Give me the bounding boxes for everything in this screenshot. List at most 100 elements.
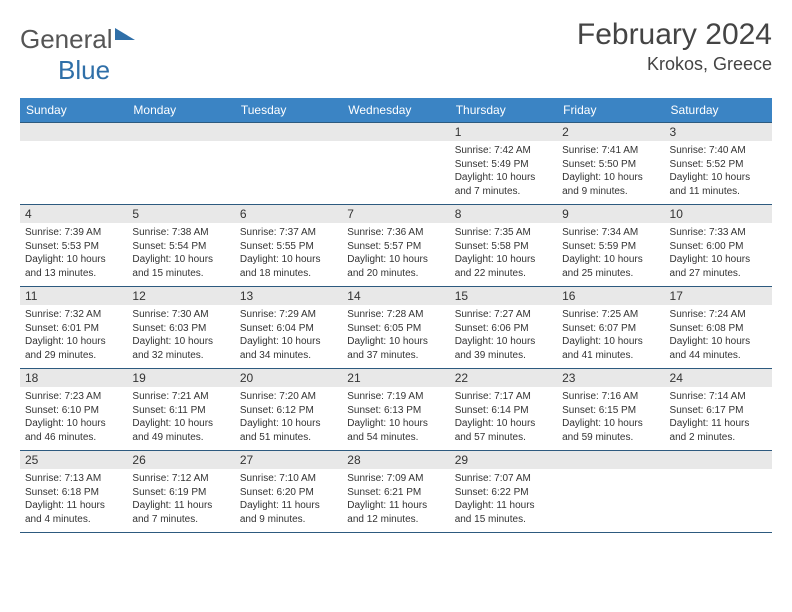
day-info-line: Sunset: 5:53 PM [25, 240, 122, 254]
day-info-line: Daylight: 10 hours [562, 417, 659, 431]
calendar-day-cell: 12Sunrise: 7:30 AMSunset: 6:03 PMDayligh… [127, 287, 234, 369]
day-info-line: Daylight: 10 hours [240, 253, 337, 267]
day-info-line: Sunrise: 7:40 AM [670, 144, 767, 158]
day-info-line: Sunrise: 7:07 AM [455, 472, 552, 486]
day-info-line: Sunset: 6:12 PM [240, 404, 337, 418]
day-info-line: Sunset: 6:10 PM [25, 404, 122, 418]
day-info-line: Daylight: 10 hours [562, 171, 659, 185]
day-info-line: Sunset: 6:08 PM [670, 322, 767, 336]
day-number: 11 [20, 287, 127, 305]
day-number: 13 [235, 287, 342, 305]
day-number-empty [557, 451, 664, 469]
day-info-line: and 11 minutes. [670, 185, 767, 199]
day-info-line: Daylight: 11 hours [240, 499, 337, 513]
day-info-line: Sunrise: 7:35 AM [455, 226, 552, 240]
calendar-week-row: 1Sunrise: 7:42 AMSunset: 5:49 PMDaylight… [20, 123, 772, 205]
day-number: 21 [342, 369, 449, 387]
day-info-line: Sunset: 6:18 PM [25, 486, 122, 500]
logo-text-2: Blue [58, 55, 110, 85]
calendar-day-cell: 1Sunrise: 7:42 AMSunset: 5:49 PMDaylight… [450, 123, 557, 205]
calendar-day-cell: 29Sunrise: 7:07 AMSunset: 6:22 PMDayligh… [450, 451, 557, 533]
page-subtitle: Krokos, Greece [577, 54, 772, 75]
day-info-line: Sunrise: 7:19 AM [347, 390, 444, 404]
day-info-line: and 22 minutes. [455, 267, 552, 281]
day-info-line: Daylight: 11 hours [132, 499, 229, 513]
day-number: 20 [235, 369, 342, 387]
day-number: 10 [665, 205, 772, 223]
day-info-line: and 9 minutes. [562, 185, 659, 199]
day-info-line: Sunrise: 7:32 AM [25, 308, 122, 322]
day-info-line: Sunset: 6:13 PM [347, 404, 444, 418]
day-info-line: Sunrise: 7:21 AM [132, 390, 229, 404]
day-info-line: and 18 minutes. [240, 267, 337, 281]
calendar-week-row: 4Sunrise: 7:39 AMSunset: 5:53 PMDaylight… [20, 205, 772, 287]
calendar-table: SundayMondayTuesdayWednesdayThursdayFrid… [20, 98, 772, 533]
day-number: 6 [235, 205, 342, 223]
weekday-header: Thursday [450, 98, 557, 123]
day-info-line: Sunset: 6:01 PM [25, 322, 122, 336]
day-number: 19 [127, 369, 234, 387]
day-number: 9 [557, 205, 664, 223]
day-number: 22 [450, 369, 557, 387]
day-info-line: and 41 minutes. [562, 349, 659, 363]
calendar-day-cell: 15Sunrise: 7:27 AMSunset: 6:06 PMDayligh… [450, 287, 557, 369]
calendar-day-cell: 2Sunrise: 7:41 AMSunset: 5:50 PMDaylight… [557, 123, 664, 205]
day-info-line: and 44 minutes. [670, 349, 767, 363]
day-info-line: Sunrise: 7:41 AM [562, 144, 659, 158]
day-info-line: Daylight: 10 hours [347, 253, 444, 267]
calendar-day-cell [557, 451, 664, 533]
day-info-line: and 4 minutes. [25, 513, 122, 527]
day-number-empty [127, 123, 234, 141]
day-info-line: and 20 minutes. [347, 267, 444, 281]
calendar-day-cell [127, 123, 234, 205]
weekday-header: Wednesday [342, 98, 449, 123]
day-info-line: Sunset: 6:00 PM [670, 240, 767, 254]
day-info-line: and 25 minutes. [562, 267, 659, 281]
day-info-line: and 51 minutes. [240, 431, 337, 445]
calendar-day-cell: 9Sunrise: 7:34 AMSunset: 5:59 PMDaylight… [557, 205, 664, 287]
day-info-line: and 39 minutes. [455, 349, 552, 363]
logo-triangle-icon [115, 28, 135, 40]
day-info-line: Sunrise: 7:36 AM [347, 226, 444, 240]
day-info-line: and 57 minutes. [455, 431, 552, 445]
day-info-line: Sunrise: 7:30 AM [132, 308, 229, 322]
day-info-line: Sunset: 6:14 PM [455, 404, 552, 418]
day-number: 24 [665, 369, 772, 387]
day-info-line: Daylight: 10 hours [562, 253, 659, 267]
day-info-line: and 46 minutes. [25, 431, 122, 445]
calendar-day-cell: 13Sunrise: 7:29 AMSunset: 6:04 PMDayligh… [235, 287, 342, 369]
day-number: 5 [127, 205, 234, 223]
calendar-day-cell: 6Sunrise: 7:37 AMSunset: 5:55 PMDaylight… [235, 205, 342, 287]
day-number: 7 [342, 205, 449, 223]
logo-text-1: General [20, 24, 113, 54]
day-number: 12 [127, 287, 234, 305]
page-title: February 2024 [577, 18, 772, 52]
day-info-line: Sunrise: 7:37 AM [240, 226, 337, 240]
day-info-line: Daylight: 11 hours [25, 499, 122, 513]
calendar-day-cell: 20Sunrise: 7:20 AMSunset: 6:12 PMDayligh… [235, 369, 342, 451]
day-info-line: Daylight: 11 hours [347, 499, 444, 513]
weekday-header: Monday [127, 98, 234, 123]
calendar-week-row: 25Sunrise: 7:13 AMSunset: 6:18 PMDayligh… [20, 451, 772, 533]
calendar-day-cell: 16Sunrise: 7:25 AMSunset: 6:07 PMDayligh… [557, 287, 664, 369]
day-info-line: Sunset: 5:57 PM [347, 240, 444, 254]
calendar-day-cell: 19Sunrise: 7:21 AMSunset: 6:11 PMDayligh… [127, 369, 234, 451]
day-info-line: Sunset: 5:54 PM [132, 240, 229, 254]
day-number: 18 [20, 369, 127, 387]
calendar-body: 1Sunrise: 7:42 AMSunset: 5:49 PMDaylight… [20, 123, 772, 533]
day-info-line: Sunrise: 7:20 AM [240, 390, 337, 404]
day-number: 1 [450, 123, 557, 141]
day-number: 17 [665, 287, 772, 305]
calendar-day-cell: 17Sunrise: 7:24 AMSunset: 6:08 PMDayligh… [665, 287, 772, 369]
calendar-day-cell: 24Sunrise: 7:14 AMSunset: 6:17 PMDayligh… [665, 369, 772, 451]
day-number: 14 [342, 287, 449, 305]
calendar-page: GeneralBlue February 2024 Krokos, Greece… [0, 0, 792, 551]
calendar-day-cell: 27Sunrise: 7:10 AMSunset: 6:20 PMDayligh… [235, 451, 342, 533]
calendar-week-row: 18Sunrise: 7:23 AMSunset: 6:10 PMDayligh… [20, 369, 772, 451]
day-info-line: Daylight: 10 hours [132, 335, 229, 349]
day-info-line: and 37 minutes. [347, 349, 444, 363]
day-info-line: Sunrise: 7:16 AM [562, 390, 659, 404]
day-info-line: Sunrise: 7:17 AM [455, 390, 552, 404]
day-info-line: and 2 minutes. [670, 431, 767, 445]
day-info-line: Daylight: 10 hours [455, 253, 552, 267]
